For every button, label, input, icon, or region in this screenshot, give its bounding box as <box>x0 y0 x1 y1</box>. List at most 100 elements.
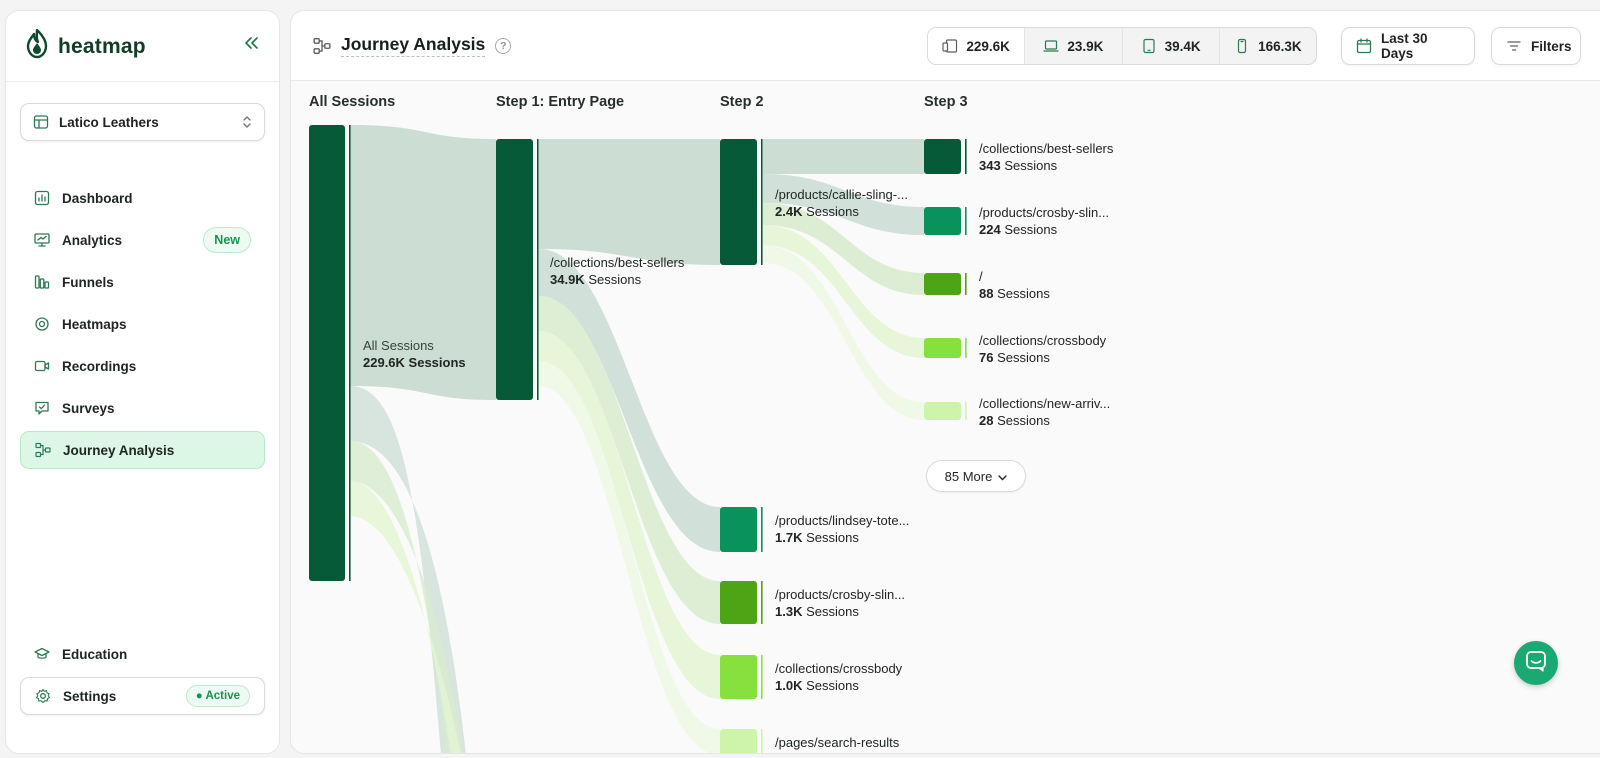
device-count: 166.3K <box>1258 38 1302 54</box>
chat-icon <box>1525 650 1547 677</box>
nav-item-surveys[interactable]: Surveys <box>20 389 265 427</box>
node-marker <box>761 655 763 699</box>
show-more-button[interactable]: 85 More <box>926 460 1026 492</box>
nav-label: Recordings <box>62 358 137 374</box>
nav-label: Education <box>62 646 128 662</box>
node-label-step2: /products/callie-sling-... 2.4K Sessions <box>775 186 908 220</box>
node-count: 1.3K Sessions <box>775 604 859 619</box>
nav-label: Funnels <box>62 274 114 290</box>
node-count: 1.0K Sessions <box>775 678 859 693</box>
node-marker <box>761 729 763 753</box>
node-marker <box>537 139 539 400</box>
node-all-sessions[interactable] <box>309 125 345 581</box>
help-icon[interactable]: ? <box>495 37 512 54</box>
node-step2-callie[interactable] <box>720 139 757 265</box>
link-entry-to-step2-2 <box>539 249 720 552</box>
calendar-icon <box>1356 38 1372 54</box>
device-filter: 229.6K 23.9K 39.4K 166.3K <box>927 27 1317 65</box>
date-range-button[interactable]: Last 30 Days <box>1341 27 1475 65</box>
node-step2-crosby[interactable] <box>720 581 757 624</box>
device-count: 229.6K <box>966 38 1010 54</box>
device-count: 23.9K <box>1067 38 1104 54</box>
page-title-group: Journey Analysis ? <box>313 34 512 57</box>
education-icon <box>34 646 50 662</box>
divider <box>6 81 279 82</box>
node-title: /products/crosby-slin... <box>775 587 906 602</box>
page-title: Journey Analysis <box>341 34 486 57</box>
site-selector-label: Latico Leathers <box>59 114 159 130</box>
node-step3-crossbody[interactable] <box>924 338 961 358</box>
node-count: 34.9K Sessions <box>550 272 642 287</box>
nav-item-settings[interactable]: Settings ● Active <box>20 677 265 715</box>
nav-item-heatmaps[interactable]: Heatmaps <box>20 305 265 343</box>
node-label-step2: /products/crosby-slin... 1.3K Sessions <box>775 586 905 620</box>
node-label-step2: /collections/crossbody 1.0K Sessions <box>775 660 902 694</box>
node-step3-best-sellers[interactable] <box>924 139 961 174</box>
node-title: All Sessions <box>363 338 434 353</box>
main-panel: Journey Analysis ? 229.6K 23.9K 39.4K 16… <box>290 10 1600 754</box>
column-header-step-1: Step 1: Entry Page <box>496 94 625 110</box>
nav-item-dashboard[interactable]: Dashboard <box>20 179 265 217</box>
link-all-to-entry <box>350 125 496 400</box>
nav-item-analytics[interactable]: Analytics New <box>20 221 265 259</box>
settings-icon <box>35 688 51 704</box>
node-marker <box>349 125 351 581</box>
link-entry-to-step2-5 <box>539 361 720 753</box>
funnels-icon <box>34 274 50 290</box>
sankey-nodes <box>309 125 967 754</box>
node-step3-home[interactable] <box>924 273 961 295</box>
nav-item-recordings[interactable]: Recordings <box>20 347 265 385</box>
desktop-icon <box>1043 38 1060 54</box>
mobile-icon <box>1234 38 1250 54</box>
nav-item-funnels[interactable]: Funnels <box>20 263 265 301</box>
column-header-step-2: Step 2 <box>720 94 764 110</box>
node-step2-search[interactable] <box>720 729 757 754</box>
column-header-all-sessions: All Sessions <box>309 94 396 110</box>
link-entry-to-step2-3 <box>539 296 720 624</box>
device-desktop-button[interactable]: 23.9K <box>1025 28 1123 64</box>
nav-label: Surveys <box>62 400 115 416</box>
link-step2-to-step3-5 <box>763 245 924 420</box>
node-count: 76 Sessions <box>979 350 1050 365</box>
link-entry-to-step2-1 <box>539 139 720 265</box>
nav-item-journey-analysis[interactable]: Journey Analysis <box>20 431 265 469</box>
node-label-step2: /pages/search-results <box>775 734 899 751</box>
site-selector[interactable]: Latico Leathers <box>20 103 265 141</box>
bottom-nav: Education Settings ● Active <box>20 635 265 719</box>
node-label-step2: /products/lindsey-tote... 1.7K Sessions <box>775 512 909 546</box>
node-count: 229.6K Sessions <box>363 355 466 370</box>
node-count: 224 Sessions <box>979 222 1058 237</box>
nav-item-education[interactable]: Education <box>20 635 265 673</box>
node-label-all-sessions: All Sessions 229.6K Sessions <box>363 337 466 371</box>
node-title: / <box>979 269 983 284</box>
chevron-down-icon <box>998 469 1008 484</box>
journey-icon <box>313 37 331 55</box>
filters-button[interactable]: Filters <box>1491 27 1581 65</box>
node-label-step3: /collections/best-sellers 343 Sessions <box>979 140 1113 174</box>
sidebar: heatmap Latico Leathers Dashboard Analyt… <box>5 10 280 754</box>
node-count: 1.7K Sessions <box>775 530 859 545</box>
node-step3-crosby[interactable] <box>924 207 961 235</box>
node-title: /collections/best-sellers <box>550 255 685 270</box>
main-nav: Dashboard Analytics New Funnels Heatmaps… <box>20 179 265 473</box>
device-mobile-button[interactable]: 166.3K <box>1219 28 1316 64</box>
node-count: 28 Sessions <box>979 413 1050 428</box>
node-marker <box>965 273 967 295</box>
device-all-button[interactable]: 229.6K <box>928 28 1026 64</box>
chevrons-left-icon <box>245 37 258 49</box>
brand[interactable]: heatmap <box>24 28 146 64</box>
sankey-links <box>350 125 924 753</box>
device-tablet-button[interactable]: 39.4K <box>1122 28 1220 64</box>
node-step3-new-arrivals[interactable] <box>924 402 961 420</box>
nav-label: Journey Analysis <box>63 442 175 458</box>
node-step2-crossbody[interactable] <box>720 655 757 699</box>
node-entry-best-sellers[interactable] <box>496 139 533 400</box>
recordings-icon <box>34 358 50 374</box>
nav-label: Dashboard <box>62 190 133 206</box>
node-step2-lindsey[interactable] <box>720 507 757 552</box>
all-devices-icon <box>942 38 958 54</box>
chat-support-button[interactable] <box>1514 641 1558 685</box>
heatmaps-icon <box>34 316 50 332</box>
collapse-sidebar-button[interactable] <box>243 35 259 53</box>
dashboard-icon <box>34 190 50 206</box>
